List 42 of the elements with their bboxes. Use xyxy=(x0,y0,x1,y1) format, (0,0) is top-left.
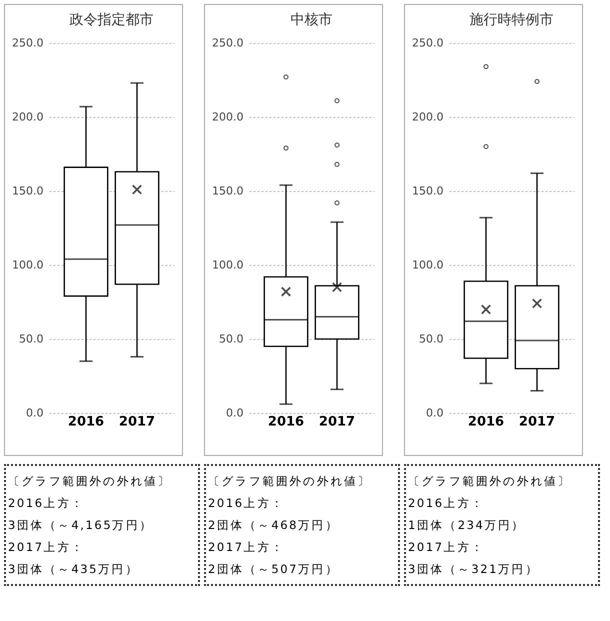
y-tick-label: 150.0 xyxy=(412,184,444,198)
y-tick-label: 0.0 xyxy=(26,406,44,420)
text: 〔グラフ範囲外の外れ値〕 xyxy=(208,473,372,490)
chart-title: 政令指定都市 xyxy=(70,12,154,28)
y-tick-label: 200.0 xyxy=(412,110,444,124)
y-tick-label: 50.0 xyxy=(419,332,444,346)
y-tick-label: 150.0 xyxy=(212,184,244,198)
x-tick-label: 2017 xyxy=(118,414,156,430)
chart-title: 施行時特例市 xyxy=(470,12,554,28)
text: 1団体（234万円） xyxy=(408,517,526,534)
y-tick-label: 0.0 xyxy=(226,406,244,420)
x-tick-label: 2017 xyxy=(318,414,356,430)
text: 2016上方： xyxy=(208,495,286,512)
text: 3団体（～435万円） xyxy=(8,561,140,578)
text: 2016上方： xyxy=(408,495,486,512)
text: 3団体（～321万円） xyxy=(408,561,540,578)
y-tick-label: 250.0 xyxy=(212,36,244,50)
y-tick-label: 250.0 xyxy=(12,36,44,50)
y-tick-label: 50.0 xyxy=(19,332,44,346)
y-tick-label: 200.0 xyxy=(212,110,244,124)
y-tick-label: 0.0 xyxy=(426,406,444,420)
y-tick-label: 150.0 xyxy=(12,184,44,198)
y-tick-label: 250.0 xyxy=(412,36,444,50)
text: 2017上方： xyxy=(8,539,86,556)
text: 2017上方： xyxy=(408,539,486,556)
text: 2団体（～507万円） xyxy=(208,561,340,578)
text: 2017上方： xyxy=(208,539,286,556)
y-tick-label: 100.0 xyxy=(12,258,44,272)
x-tick-label: 2016 xyxy=(468,414,504,430)
text: 2016上方： xyxy=(8,495,86,512)
text: 2団体（～468万円） xyxy=(208,517,340,534)
y-tick-label: 100.0 xyxy=(412,258,444,272)
x-tick-label: 2017 xyxy=(518,414,556,430)
y-tick-label: 100.0 xyxy=(212,258,244,272)
text: 3団体（～4,165万円） xyxy=(8,517,154,534)
y-tick-label: 50.0 xyxy=(219,332,244,346)
x-tick-label: 2016 xyxy=(268,414,304,430)
text: 〔グラフ範囲外の外れ値〕 xyxy=(8,473,172,490)
text: 〔グラフ範囲外の外れ値〕 xyxy=(408,473,572,490)
y-tick-label: 200.0 xyxy=(12,110,44,124)
x-tick-label: 2016 xyxy=(68,414,104,430)
chart-title: 中核市 xyxy=(290,12,332,28)
